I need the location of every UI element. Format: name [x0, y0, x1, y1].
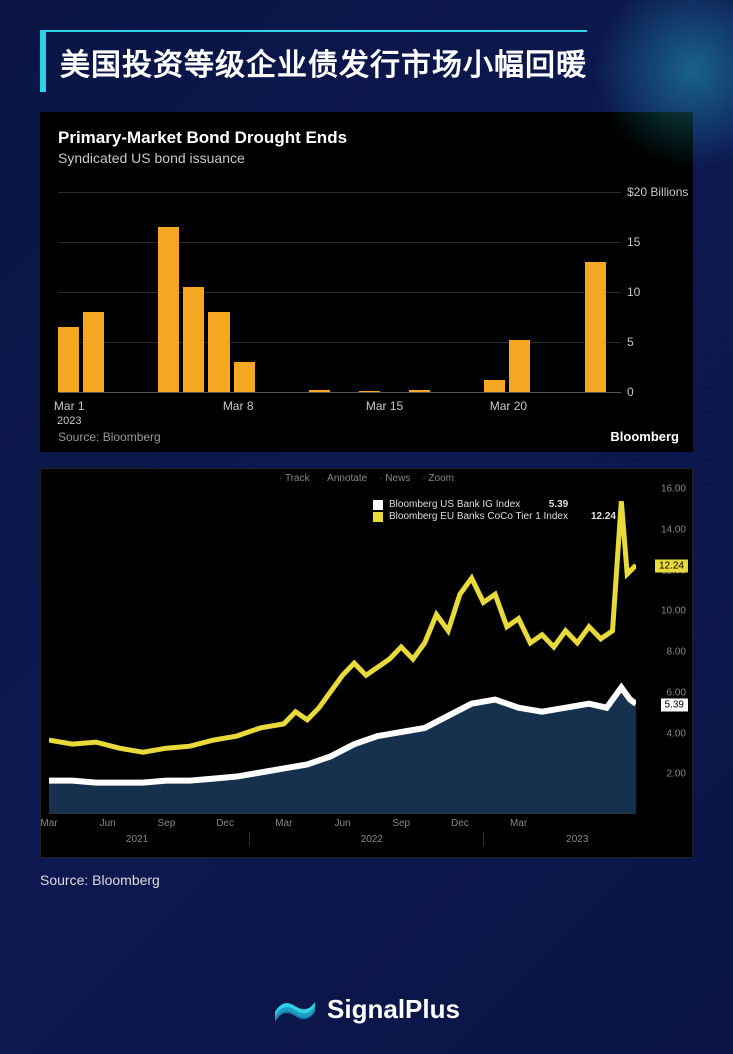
- bar-chart-plot: 051015$20 Billions: [58, 192, 621, 392]
- line-chart-xlabel: Dec: [451, 818, 469, 829]
- bar-chart-ylabel: 10: [627, 285, 683, 299]
- bar: [158, 227, 179, 392]
- line-chart-year: 2023: [566, 834, 588, 845]
- bar: [509, 340, 530, 392]
- bar: [234, 362, 255, 392]
- line-chart-ylabel: 6.00: [650, 687, 686, 698]
- bar-chart-ylabel: $20 Billions: [627, 185, 683, 199]
- bar: [58, 327, 79, 392]
- bar: [183, 287, 204, 392]
- value-tag: 12.24: [655, 559, 688, 572]
- line-chart-toolbar: Track Annotate News Zoom: [279, 473, 454, 484]
- line-chart-ylabel: 10.00: [650, 606, 686, 617]
- bar: [208, 312, 229, 392]
- page-title: 美国投资等级企业债发行市场小幅回暖: [60, 40, 587, 84]
- bar-chart-ylabel: 0: [627, 385, 683, 399]
- bar-chart-title: Primary-Market Bond Drought Ends: [58, 128, 683, 148]
- line-chart-xlabel: Sep: [392, 818, 410, 829]
- year-separator: [483, 832, 484, 846]
- bar: [585, 262, 606, 392]
- line-chart-xaxis: MarJunSepDecMarJunSepDecMar202120222023: [49, 813, 636, 851]
- bar-chart-xlabel: Mar 8: [223, 399, 254, 413]
- line-chart-ylabel: 8.00: [650, 647, 686, 658]
- toolbar-item[interactable]: Track: [279, 473, 310, 484]
- bar: [83, 312, 104, 392]
- line-chart-ylabel: 2.00: [650, 769, 686, 780]
- line-chart-xlabel: Mar: [40, 818, 57, 829]
- line-chart-year: 2021: [126, 834, 148, 845]
- signalplus-logo-icon: [273, 992, 317, 1026]
- bar-chart-ylabel: 5: [627, 335, 683, 349]
- line-chart-panel: TrackAnnotateNewsZoom Bloomberg US Bank …: [40, 468, 693, 858]
- footer: SignalPlus: [0, 992, 733, 1026]
- footer-brand: SignalPlus: [327, 994, 460, 1025]
- line-chart-xlabel: Jun: [100, 818, 116, 829]
- line-chart-xlabel: Sep: [157, 818, 175, 829]
- line-chart-ylabel: 4.00: [650, 728, 686, 739]
- bar-chart-subtitle: Syndicated US bond issuance: [58, 150, 683, 166]
- toolbar-item[interactable]: News: [379, 473, 410, 484]
- bar: [484, 380, 505, 392]
- line-chart-ylabel: 14.00: [650, 524, 686, 535]
- year-separator: [249, 832, 250, 846]
- line-chart-xlabel: Mar: [510, 818, 527, 829]
- bar-chart-xlabel: Mar 15: [366, 399, 403, 413]
- source-label: Source: Bloomberg: [40, 872, 693, 888]
- line-chart-ylabel: 16.00: [650, 484, 686, 495]
- toolbar-item[interactable]: Annotate: [322, 473, 368, 484]
- bar-chart-xlabel: Mar 1: [54, 399, 85, 413]
- title-block: 美国投资等级企业债发行市场小幅回暖: [40, 30, 587, 92]
- bar-chart-source: Source: Bloomberg: [58, 430, 161, 444]
- line-chart-xlabel: Jun: [334, 818, 350, 829]
- line-chart-xlabel: Dec: [216, 818, 234, 829]
- bar-chart-xlabel: Mar 20: [490, 399, 527, 413]
- line-chart-year: 2022: [361, 834, 383, 845]
- line-chart-xlabel: Mar: [275, 818, 292, 829]
- bar-chart-xaxis: Mar 12023Mar 8Mar 15Mar 20: [58, 392, 621, 422]
- toolbar-item[interactable]: Zoom: [422, 473, 454, 484]
- line-chart-plot: [49, 489, 636, 813]
- bar-chart-ylabel: 15: [627, 235, 683, 249]
- value-tag: 5.39: [661, 699, 688, 712]
- bar-chart-xlabel-year: 2023: [57, 415, 81, 427]
- bar-chart-panel: Primary-Market Bond Drought Ends Syndica…: [40, 112, 693, 452]
- bar-chart-brand: Bloomberg: [610, 429, 679, 444]
